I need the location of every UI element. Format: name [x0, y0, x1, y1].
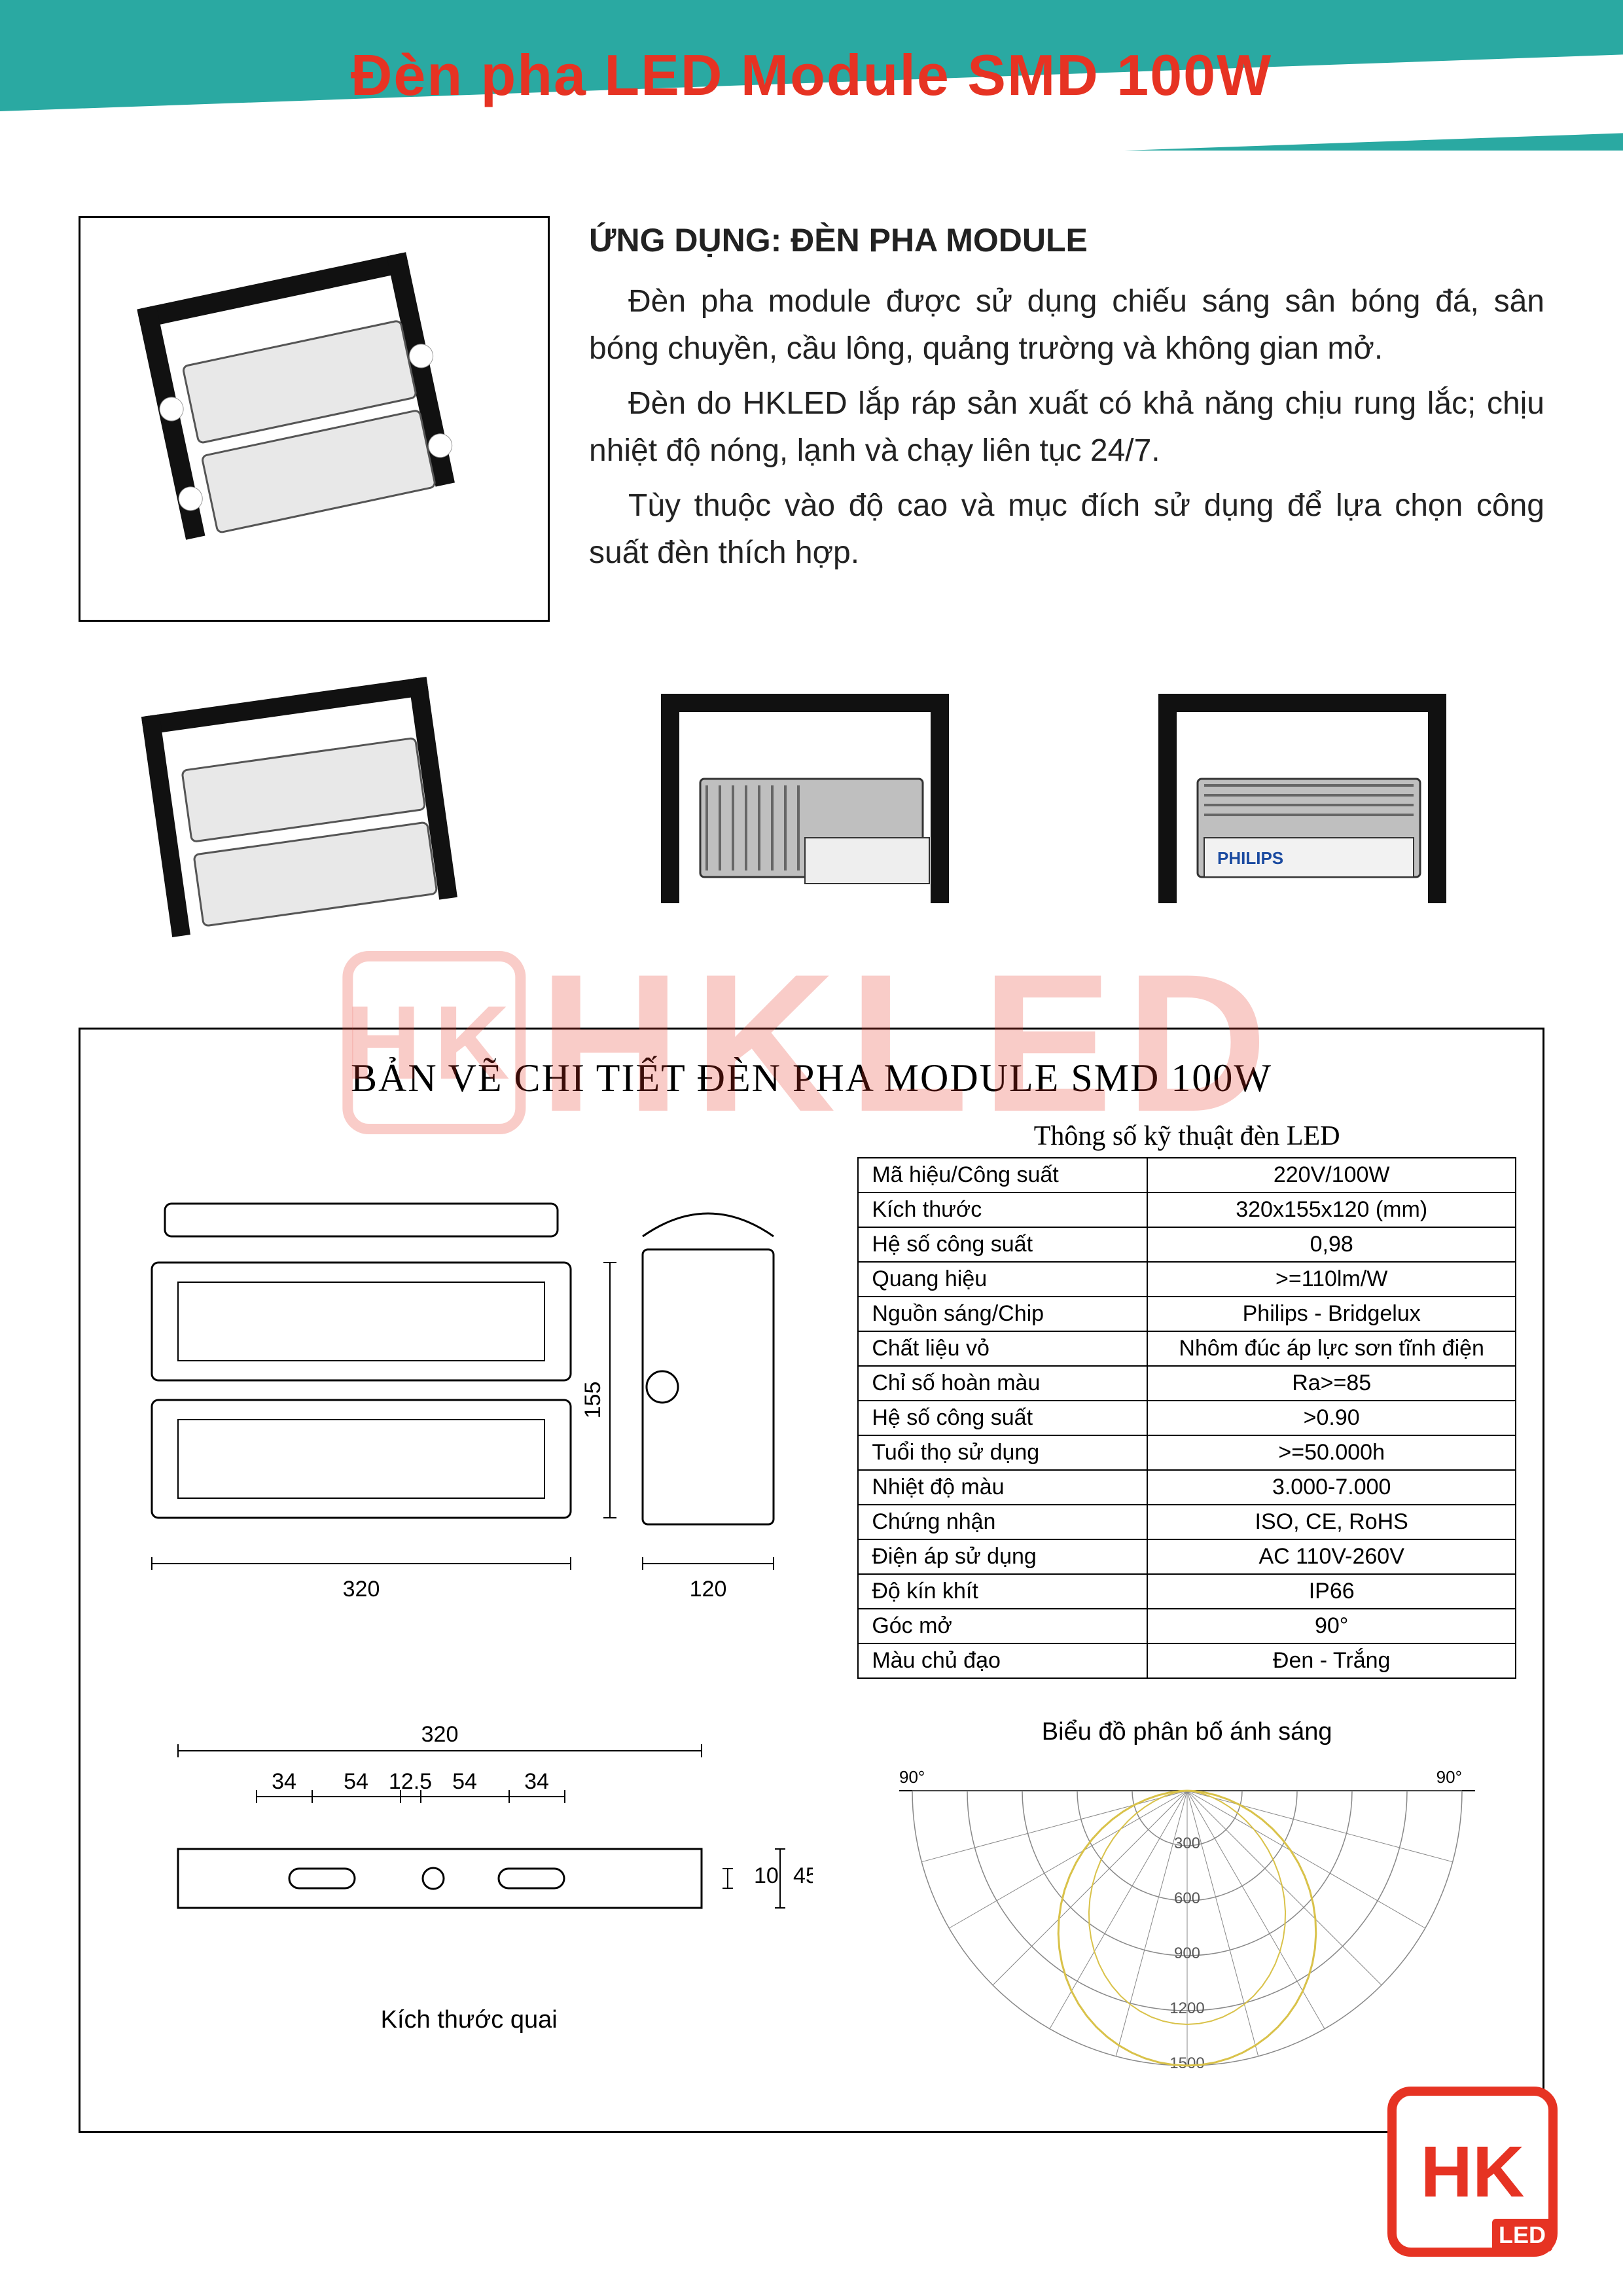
brand-logo: HK LED [1387, 2087, 1558, 2257]
table-row: Điện áp sử dụngAC 110V-260V [858, 1539, 1516, 1574]
intro-heading: ỨNG DỤNG: ĐÈN PHA MODULE [589, 216, 1544, 265]
spec-key: Chỉ số hoàn màu [858, 1366, 1147, 1401]
table-row: Độ kín khítIP66 [858, 1574, 1516, 1609]
spec-key: Màu chủ đạo [858, 1643, 1147, 1678]
spec-row: 155 320 120 Thông số kỹ thuật đèn LED Mã [107, 1121, 1516, 1679]
polar-title: Biểu đồ phân bố ánh sáng [1042, 1718, 1332, 1746]
spec-value: IP66 [1147, 1574, 1516, 1609]
product-angle-front [79, 661, 550, 975]
intro-p3: Tùy thuộc vào độ cao và mục đích sử dụng… [589, 482, 1544, 577]
dim-height: 155 [580, 1381, 605, 1418]
svg-text:PHILIPS: PHILIPS [1217, 848, 1283, 868]
detail-box: BẢN VẼ CHI TIẾT ĐÈN PHA MODULE SMD 100W [79, 1028, 1544, 2133]
hero-product-image [79, 216, 550, 622]
spec-key: Hệ số công suất [858, 1227, 1147, 1262]
spec-value: 90° [1147, 1609, 1516, 1643]
spec-value: >0.90 [1147, 1401, 1516, 1435]
product-angle-side: PHILIPS [1073, 661, 1544, 975]
spec-value: 220V/100W [1147, 1158, 1516, 1193]
table-row: Góc mở90° [858, 1609, 1516, 1643]
spec-value: Đen - Trắng [1147, 1643, 1516, 1678]
table-row: Mã hiệu/Công suất220V/100W [858, 1158, 1516, 1193]
spec-key: Chất liệu vỏ [858, 1331, 1147, 1366]
spec-table: Mã hiệu/Công suất220V/100WKích thước320x… [857, 1157, 1516, 1679]
page-title: Đèn pha LED Module SMD 100W [351, 42, 1272, 109]
bottom-row: 320 34 [107, 1718, 1516, 2092]
spec-value: AC 110V-260V [1147, 1539, 1516, 1574]
spec-value: >=110lm/W [1147, 1262, 1516, 1297]
table-row: Kích thước320x155x120 (mm) [858, 1193, 1516, 1227]
intro-p1: Đèn pha module được sử dụng chiếu sáng s… [589, 278, 1544, 372]
bracket-label: Kích thước quai [381, 2006, 558, 2034]
svg-text:54: 54 [452, 1769, 477, 1794]
spec-key: Mã hiệu/Công suất [858, 1158, 1147, 1193]
svg-text:54: 54 [344, 1769, 368, 1794]
spec-value: ISO, CE, RoHS [1147, 1505, 1516, 1539]
detail-title: BẢN VẼ CHI TIẾT ĐÈN PHA MODULE SMD 100W [107, 1056, 1516, 1101]
spec-key: Kích thước [858, 1193, 1147, 1227]
polar-chart: Biểu đồ phân bố ánh sáng 90°90°300600900… [857, 1718, 1516, 2092]
spec-key: Quang hiệu [858, 1262, 1147, 1297]
table-row: Chỉ số hoàn màuRa>=85 [858, 1366, 1516, 1401]
table-row: Tuổi thọ sử dụng>=50.000h [858, 1435, 1516, 1470]
product-angle-back [576, 661, 1047, 975]
table-row: Màu chủ đạoĐen - Trắng [858, 1643, 1516, 1678]
spec-value: 3.000-7.000 [1147, 1470, 1516, 1505]
spec-value: Ra>=85 [1147, 1366, 1516, 1401]
svg-text:34: 34 [272, 1769, 296, 1794]
front-side-drawing: 155 320 120 [107, 1121, 831, 1679]
dim-side: 120 [689, 1577, 726, 1602]
header-band: Đèn pha LED Module SMD 100W [0, 0, 1623, 151]
spec-value: 320x155x120 (mm) [1147, 1193, 1516, 1227]
spec-value: Philips - Bridgelux [1147, 1297, 1516, 1331]
spec-key: Độ kín khít [858, 1574, 1147, 1609]
svg-text:90°: 90° [899, 1767, 925, 1787]
bracket-drawing: 320 34 [107, 1718, 831, 2092]
intro-row: ỨNG DỤNG: ĐÈN PHA MODULE Đèn pha module … [79, 216, 1544, 622]
spec-key: Nhiệt độ màu [858, 1470, 1147, 1505]
spec-key: Chứng nhận [858, 1505, 1147, 1539]
intro-text: ỨNG DỤNG: ĐÈN PHA MODULE Đèn pha module … [589, 216, 1544, 622]
spec-key: Góc mở [858, 1609, 1147, 1643]
table-row: Quang hiệu>=110lm/W [858, 1262, 1516, 1297]
table-row: Chất liệu vỏNhôm đúc áp lực sơn tĩnh điệ… [858, 1331, 1516, 1366]
svg-text:45: 45 [793, 1863, 813, 1888]
spec-key: Tuổi thọ sử dụng [858, 1435, 1147, 1470]
spec-key: Nguồn sáng/Chip [858, 1297, 1147, 1331]
spec-key: Điện áp sử dụng [858, 1539, 1147, 1574]
dim-width: 320 [342, 1577, 380, 1602]
spec-table-wrap: Thông số kỹ thuật đèn LED Mã hiệu/Công s… [857, 1121, 1516, 1679]
svg-text:10: 10 [754, 1863, 779, 1888]
table-row: Nhiệt độ màu3.000-7.000 [858, 1470, 1516, 1505]
intro-p2: Đèn do HKLED lắp ráp sản xuất có khả năn… [589, 380, 1544, 475]
brand-logo-sub: LED [1492, 2219, 1552, 2251]
svg-text:34: 34 [524, 1769, 549, 1794]
dim-bracket-total: 320 [421, 1722, 458, 1747]
content: ỨNG DỤNG: ĐÈN PHA MODULE Đèn pha module … [0, 151, 1623, 2159]
table-row: Chứng nhậnISO, CE, RoHS [858, 1505, 1516, 1539]
svg-text:90°: 90° [1436, 1767, 1461, 1787]
table-row: Hệ số công suất0,98 [858, 1227, 1516, 1262]
spec-value: >=50.000h [1147, 1435, 1516, 1470]
product-angle-row: PHILIPS [79, 661, 1544, 975]
spec-value: 0,98 [1147, 1227, 1516, 1262]
spec-table-title: Thông số kỹ thuật đèn LED [857, 1121, 1516, 1152]
spec-key: Hệ số công suất [858, 1401, 1147, 1435]
svg-text:12.5: 12.5 [389, 1769, 432, 1794]
spec-value: Nhôm đúc áp lực sơn tĩnh điện [1147, 1331, 1516, 1366]
table-row: Nguồn sáng/ChipPhilips - Bridgelux [858, 1297, 1516, 1331]
table-row: Hệ số công suất>0.90 [858, 1401, 1516, 1435]
brand-logo-main: HK [1421, 2130, 1525, 2214]
